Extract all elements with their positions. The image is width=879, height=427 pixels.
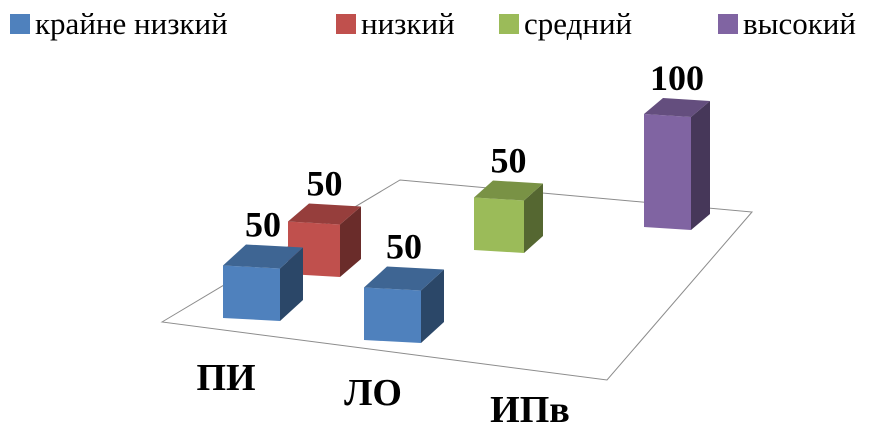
bar-front (223, 266, 280, 322)
data-label-ПИ-низкий: 50 (307, 164, 343, 204)
category-label-0: ПИ (196, 357, 255, 399)
data-label-ПИ-крайне-низкий: 50 (245, 205, 281, 245)
bar-ИПв-высокий (644, 98, 710, 230)
bar-front (364, 288, 421, 344)
legend-swatch-2 (499, 14, 519, 34)
bar-side (691, 101, 710, 230)
legend-label-3: высокий (743, 6, 856, 41)
category-label-2: ИПв (490, 389, 570, 427)
data-label-ИПв-средний: 50 (491, 141, 527, 181)
bar-ПИ-крайне-низкий (223, 245, 303, 322)
legend-swatch-1 (336, 14, 356, 34)
bar-front (644, 114, 691, 230)
bar-ЛО-крайне-низкий (364, 267, 444, 344)
legend-label-1: низкий (361, 6, 455, 41)
data-label-ЛО-крайне-низкий: 50 (386, 227, 422, 267)
legend: крайне низкий низкий средний высокий (10, 6, 856, 41)
bar-front (474, 198, 524, 254)
legend-label-0: крайне низкий (35, 6, 228, 41)
legend-label-2: средний (524, 6, 632, 41)
data-label-ИПв-высокий: 100 (650, 58, 704, 98)
bars (223, 98, 710, 343)
legend-swatch-0 (10, 14, 30, 34)
bar-ИПв-средний (474, 181, 543, 254)
category-label-1: ЛО (344, 372, 402, 414)
legend-swatch-3 (718, 14, 738, 34)
